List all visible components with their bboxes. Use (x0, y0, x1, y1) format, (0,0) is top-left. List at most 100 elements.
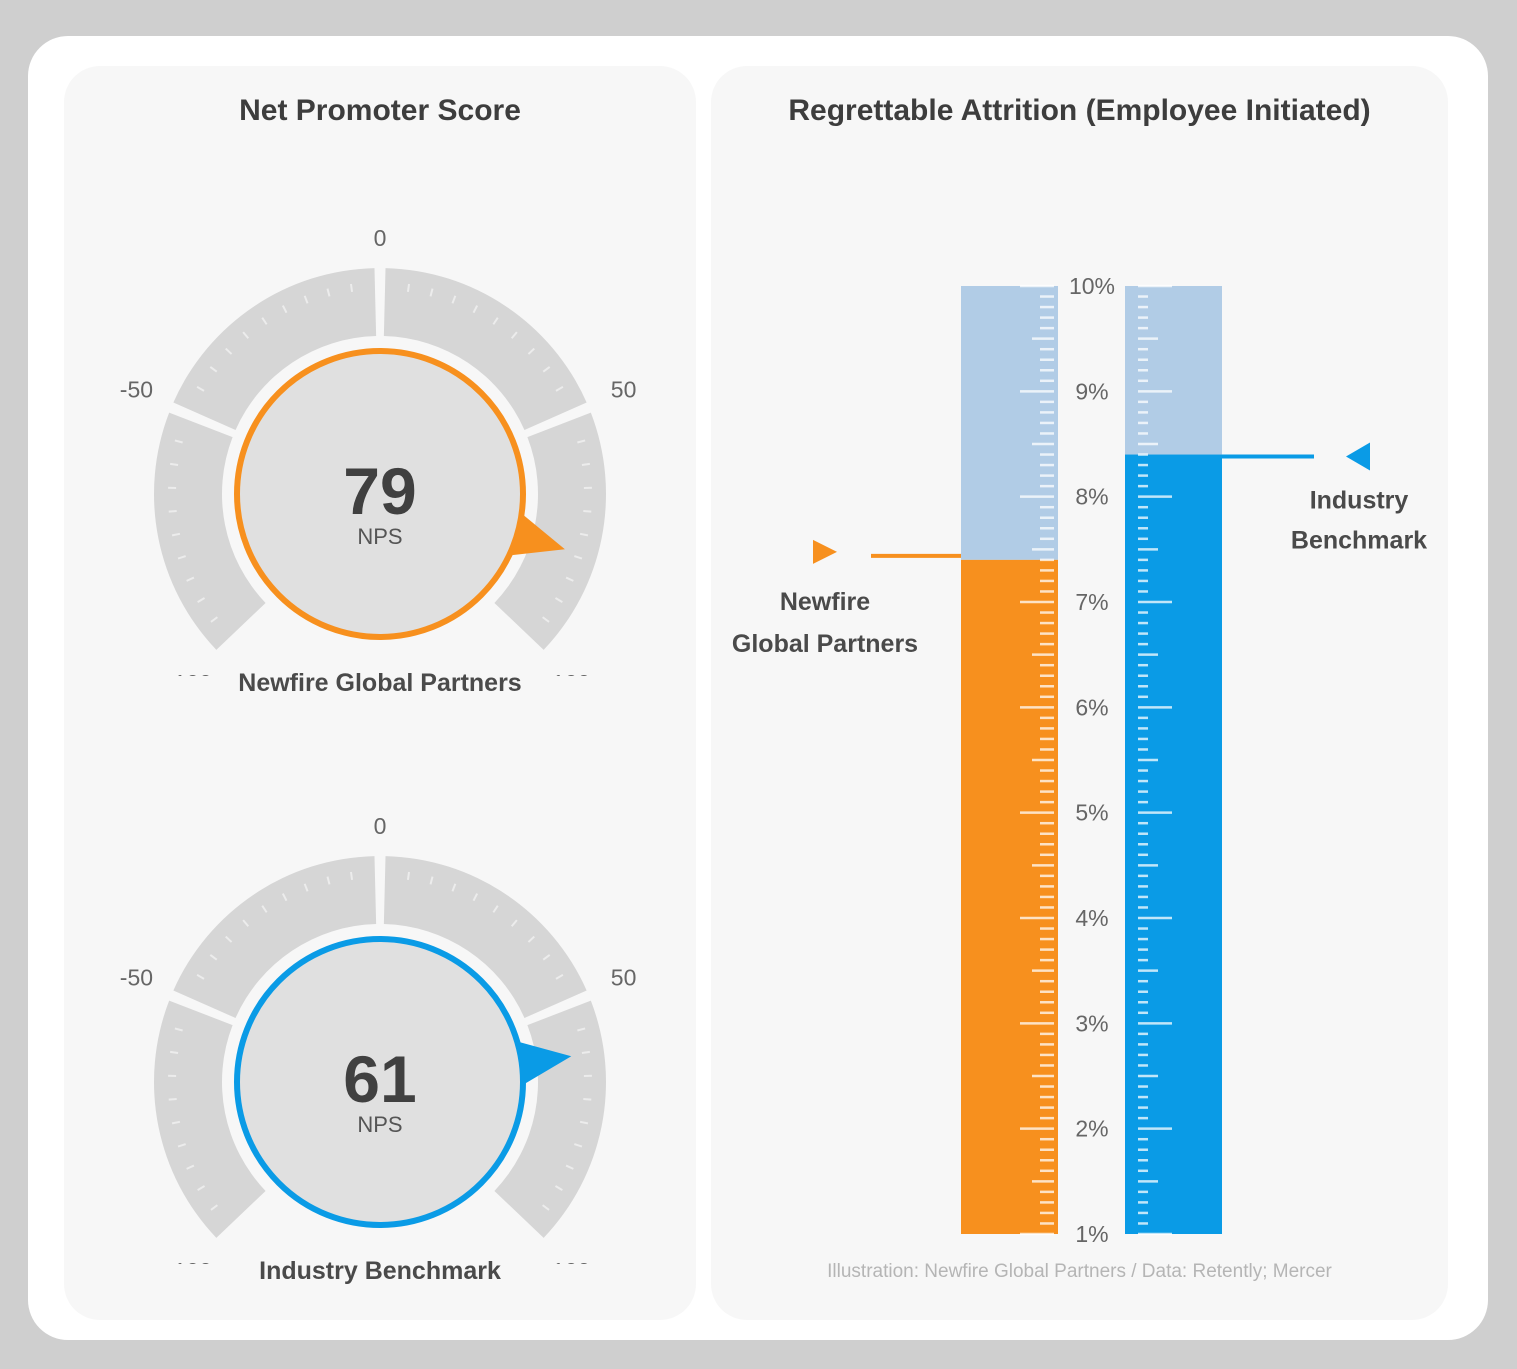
gauge-minor-tick (326, 288, 331, 297)
y-tick-label: 2% (1075, 1116, 1108, 1142)
gauge-minor-tick (451, 295, 457, 304)
gauge-minor-tick (186, 576, 195, 582)
gauge-minor-tick (170, 1050, 179, 1055)
attrition-title: Regrettable Attrition (Employee Initiate… (788, 94, 1371, 127)
gauge-pointer (508, 513, 565, 556)
gauge-segment (494, 1000, 606, 1238)
gauge-minor-tick (472, 305, 479, 314)
y-tick-label: 3% (1075, 1010, 1108, 1036)
gauge-segment (173, 268, 377, 430)
gauge-minor-tick (472, 893, 479, 902)
gauge-minor-tick (210, 1204, 218, 1211)
gauge-scale-label: 50 (611, 964, 637, 990)
marker-newfire (813, 539, 837, 564)
gauge-minor-tick (261, 905, 268, 913)
gauge-minor-tick (281, 893, 288, 902)
gauge-minor-tick (492, 905, 499, 913)
gauge-scale-label: -100 (166, 670, 212, 676)
y-tick-label: 10% (1069, 273, 1115, 299)
gauge-minor-tick (510, 919, 518, 927)
gauge-minor-tick (581, 1050, 590, 1055)
gauge-minor-tick (492, 317, 499, 325)
gauge-minor-tick (554, 1185, 563, 1191)
gauge-minor-tick (542, 954, 551, 961)
gauge-minor-tick (170, 462, 179, 467)
gauge-minor-tick (197, 597, 206, 603)
gauge-scale-label: 100 (552, 1258, 590, 1264)
gauge-minor-tick (196, 385, 205, 392)
gauge-minor-tick (579, 1120, 589, 1125)
gauge-minor-tick (171, 532, 181, 537)
gauge-minor-tick (429, 876, 434, 885)
gauge-minor-tick (174, 1027, 183, 1032)
gauge-minor-tick (281, 305, 288, 314)
gauge-minor-tick (326, 876, 331, 885)
gauge-minor-tick (527, 935, 535, 943)
label-newfire-line2: Global Partners (732, 630, 918, 658)
y-tick-label: 6% (1075, 694, 1108, 720)
gauge-minor-tick (565, 576, 574, 582)
gauge-minor-tick (555, 973, 564, 980)
nps-panel: Net Promoter Score -100-5005010079NPS Ne… (64, 66, 696, 1320)
gauge-minor-tick (174, 439, 183, 444)
gauge-minor-tick (171, 1120, 181, 1125)
gauge-pointer (516, 1041, 572, 1086)
gauge-value: 79 (343, 454, 416, 528)
gauge-minor-tick (555, 385, 564, 392)
gauge-unit: NPS (357, 1112, 402, 1137)
gauge-minor-tick (579, 532, 589, 537)
gauge-minor-tick (429, 288, 434, 297)
gauge-minor-tick (554, 597, 563, 603)
y-tick-label: 4% (1075, 905, 1108, 931)
gauge-segment (154, 1000, 266, 1238)
gauge-segment (173, 856, 377, 1018)
y-tick-label: 1% (1075, 1221, 1108, 1247)
attrition-chart: Newfire Global Partners Industry Benchmark 1… (732, 273, 1427, 1247)
attrition-panel: Regrettable Attrition (Employee Initiate… (711, 66, 1448, 1320)
gauge-segment (154, 412, 266, 650)
gauge-minor-tick (577, 1027, 586, 1032)
gauge-scale-label: 0 (374, 813, 387, 839)
gauge-minor-tick (527, 347, 535, 355)
y-tick-label: 8% (1075, 484, 1108, 510)
gauge-minor-tick (242, 331, 250, 339)
gauge-scale-label: 50 (611, 376, 637, 402)
gauge-minor-tick (349, 283, 354, 293)
gauge-minor-tick (186, 1164, 195, 1170)
gauge-minor-tick (583, 1098, 592, 1101)
gauge-minor-tick (225, 935, 233, 943)
gauge-minor-tick (210, 616, 218, 623)
gauge-unit: NPS (357, 524, 402, 549)
gauge-minor-tick (510, 331, 518, 339)
gauge-minor-tick (177, 555, 186, 560)
gauge-minor-tick (197, 1185, 206, 1191)
y-tick-label: 5% (1075, 800, 1108, 826)
gauge-minor-tick (574, 555, 583, 560)
gauge-minor-tick (542, 616, 550, 623)
gauge-segment (494, 412, 606, 650)
gauge-minor-tick (577, 439, 586, 444)
gauge-scale-label: 0 (374, 225, 387, 251)
gauge-minor-tick (542, 366, 551, 373)
gauge-disc (237, 351, 523, 637)
gauge-benchmark-caption: Industry Benchmark (259, 1257, 501, 1285)
gauge-minor-tick (451, 883, 457, 892)
card: Net Promoter Score -100-5005010079NPS Ne… (28, 36, 1488, 1340)
gauge-segment (383, 856, 587, 1018)
y-tick-label: 9% (1075, 378, 1108, 404)
gauge-scale-label: -100 (166, 1258, 212, 1264)
gauge-minor-tick (565, 1164, 574, 1170)
marker-benchmark (1346, 442, 1370, 471)
gauge-minor-tick (177, 1143, 186, 1148)
gauge-disc (237, 939, 523, 1225)
gauge-value: 61 (343, 1042, 416, 1116)
gauge-ring (234, 348, 526, 640)
gauge-minor-tick (303, 295, 309, 304)
gauge-minor-tick (261, 317, 268, 325)
gauge-minor-tick (581, 462, 590, 467)
footer-credit: Illustration: Newfire Global Partners / … (827, 1261, 1332, 1282)
gauge-scale-label: -50 (120, 376, 153, 402)
